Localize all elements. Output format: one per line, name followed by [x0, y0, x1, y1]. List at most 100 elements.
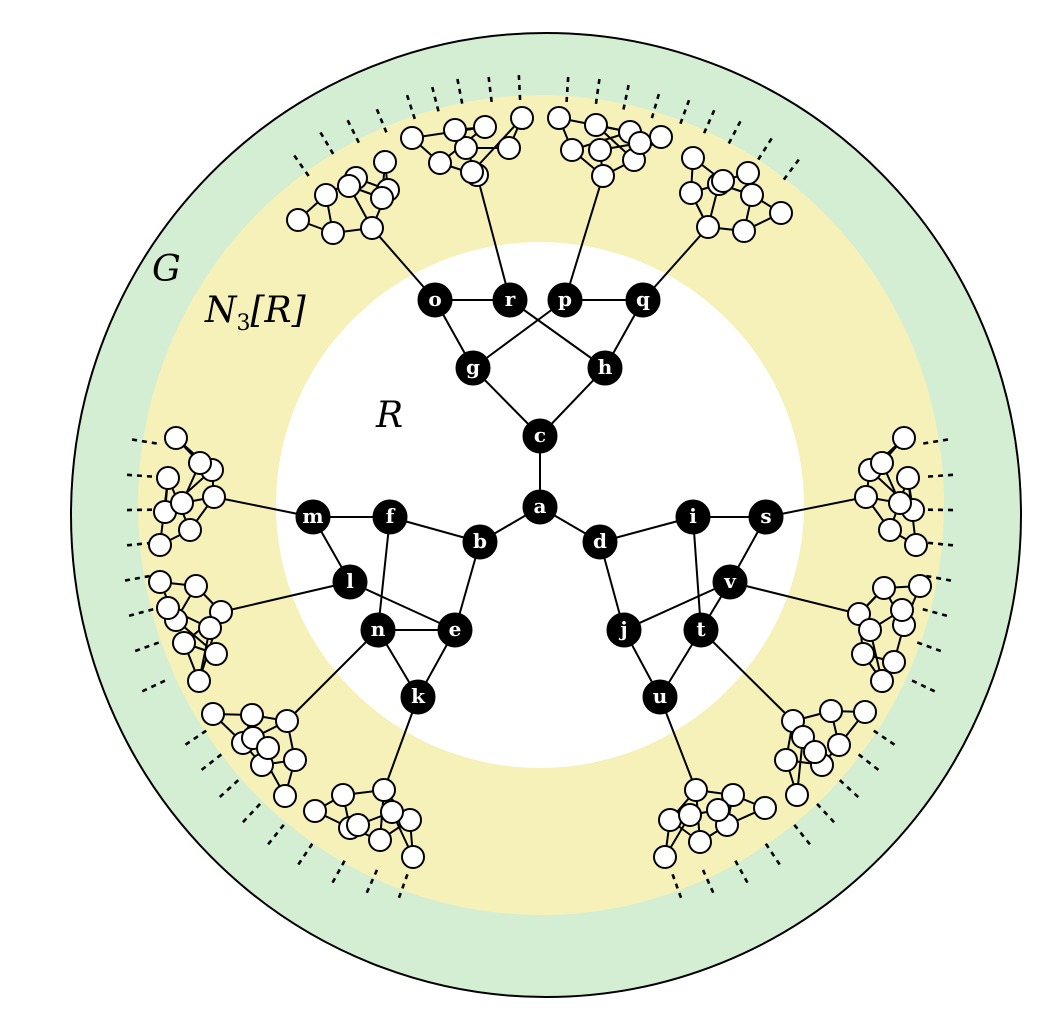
tree-node: [321, 221, 345, 245]
tree-root-edge-r: [476, 174, 511, 301]
dangling-edge: [671, 873, 684, 903]
dangling-edge: [764, 842, 784, 870]
edge-h-r: [509, 299, 606, 369]
tree-node: [888, 491, 912, 515]
dangling-edge: [126, 437, 157, 445]
tree-node: [706, 798, 730, 822]
tree-root-edge-l: [220, 581, 351, 613]
core-node-label-a: a: [534, 494, 547, 518]
core-node-label-h: h: [598, 355, 613, 379]
dangling-edge: [363, 869, 379, 898]
core-node-m: [295, 499, 331, 535]
tree-node: [156, 466, 180, 490]
tree-node: [878, 518, 902, 542]
dangling-edge: [238, 803, 261, 827]
tree-root-edge-v: [729, 581, 860, 615]
tree-node: [858, 618, 882, 642]
tree-node: [331, 783, 355, 807]
label-N3R-subscript: 3: [237, 311, 251, 336]
tree-node: [148, 570, 172, 594]
tree-node: [368, 828, 392, 852]
tree-node: [401, 845, 425, 869]
tree-node: [172, 631, 196, 655]
core-node-n: [360, 612, 396, 648]
core-node-b: [462, 524, 498, 560]
tree-nodes-layer: [148, 106, 932, 869]
core-node-label-u: u: [653, 684, 668, 708]
dangling-edge: [294, 843, 314, 870]
tree-node: [187, 669, 211, 693]
tree-node: [853, 700, 877, 724]
tree-node: [882, 650, 906, 674]
tree-node: [732, 219, 756, 243]
tree-root-edge-p: [564, 175, 604, 301]
dangling-edge: [594, 73, 602, 104]
core-node-label-m: m: [302, 504, 323, 528]
tree-node: [785, 783, 809, 807]
tree-node: [740, 183, 764, 207]
dangling-edge: [702, 105, 718, 134]
tree-node: [827, 733, 851, 757]
tree-node: [497, 136, 521, 160]
edge-i-t: [692, 516, 702, 631]
tree-node: [678, 803, 702, 827]
tree-node: [314, 183, 338, 207]
tree-node: [819, 699, 843, 723]
tree-edge: [471, 117, 523, 173]
core-node-p: [547, 282, 583, 318]
dangling-edge: [857, 753, 884, 774]
core-node-r: [492, 282, 528, 318]
core-node-label-o: o: [428, 287, 441, 311]
core-node-label-f: f: [386, 504, 396, 528]
tree-node: [736, 161, 760, 185]
dangling-edge: [911, 679, 940, 695]
core-node-label-j: j: [618, 617, 627, 641]
tree-node: [896, 466, 920, 490]
core-node-a: [522, 489, 558, 525]
dangling-edge: [782, 154, 803, 181]
edge-v-j: [623, 581, 731, 631]
tree-node: [256, 736, 280, 760]
dangling-edge: [455, 73, 464, 104]
dangling-edge: [650, 88, 662, 119]
tree-node: [679, 181, 703, 205]
tree-node: [370, 186, 394, 210]
core-node-l: [332, 564, 368, 600]
tree-node: [588, 138, 612, 162]
dangling-edge: [701, 869, 717, 898]
tree-node: [204, 642, 228, 666]
dangling-edge: [727, 116, 744, 145]
dangling-edge: [316, 127, 335, 155]
tree-node: [547, 106, 571, 130]
tree-node: [202, 485, 226, 509]
dangling-edge: [396, 873, 409, 903]
tree-node: [164, 426, 188, 450]
tree-node: [851, 642, 875, 666]
tree-node: [908, 574, 932, 598]
tree-node: [380, 800, 404, 824]
tree-node: [170, 491, 194, 515]
tree-node: [711, 169, 735, 193]
core-node-label-g: g: [466, 355, 480, 379]
dangling-edge: [873, 729, 900, 749]
dangling-edge: [344, 115, 361, 144]
tree-node: [904, 533, 928, 557]
dangling-edge: [429, 81, 440, 112]
tree-node: [854, 485, 878, 509]
tree-node: [870, 451, 894, 475]
tree-node: [681, 146, 705, 170]
dangling-edge: [757, 133, 776, 161]
tree-node: [286, 208, 310, 232]
dangling-edge: [916, 641, 946, 654]
dangling-edge: [622, 79, 631, 110]
tree-node: [628, 131, 652, 155]
tree-node: [201, 702, 225, 726]
dangling-edge: [927, 541, 959, 548]
core-node-k: [400, 679, 436, 715]
core-node-h: [587, 350, 623, 386]
tree-node: [273, 784, 297, 808]
tree-node: [198, 616, 222, 640]
tree-node: [240, 703, 264, 727]
tree-node: [473, 115, 497, 139]
tree-node: [184, 574, 208, 598]
